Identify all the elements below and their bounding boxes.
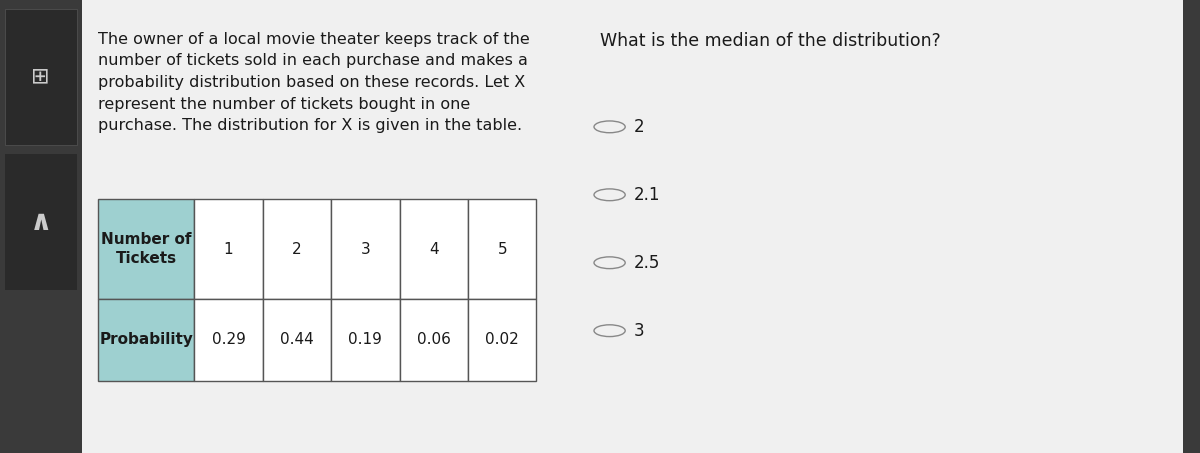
Text: 2.5: 2.5	[634, 254, 660, 272]
FancyBboxPatch shape	[468, 199, 536, 299]
Text: Probability: Probability	[100, 332, 193, 347]
Text: 2: 2	[292, 241, 302, 257]
FancyBboxPatch shape	[400, 299, 468, 381]
Text: 0.19: 0.19	[348, 332, 383, 347]
Text: 1: 1	[223, 241, 234, 257]
Text: 2: 2	[634, 118, 644, 136]
FancyBboxPatch shape	[263, 199, 331, 299]
Text: 3: 3	[634, 322, 644, 340]
Text: ⊞: ⊞	[31, 67, 50, 87]
FancyBboxPatch shape	[5, 154, 77, 290]
Text: Number of
Tickets: Number of Tickets	[101, 232, 192, 266]
Text: 3: 3	[360, 241, 371, 257]
Text: ∧: ∧	[30, 208, 52, 236]
Text: 5: 5	[497, 241, 508, 257]
FancyBboxPatch shape	[331, 299, 400, 381]
FancyBboxPatch shape	[82, 0, 1183, 453]
Text: 0.02: 0.02	[485, 332, 520, 347]
Text: The owner of a local movie theater keeps track of the
number of tickets sold in : The owner of a local movie theater keeps…	[98, 32, 530, 133]
FancyBboxPatch shape	[331, 199, 400, 299]
FancyBboxPatch shape	[400, 199, 468, 299]
FancyBboxPatch shape	[98, 199, 194, 299]
FancyBboxPatch shape	[194, 299, 263, 381]
Text: What is the median of the distribution?: What is the median of the distribution?	[600, 32, 941, 50]
FancyBboxPatch shape	[5, 9, 77, 145]
Text: 4: 4	[428, 241, 439, 257]
Text: 2.1: 2.1	[634, 186, 660, 204]
Text: 0.29: 0.29	[211, 332, 246, 347]
FancyBboxPatch shape	[468, 299, 536, 381]
FancyBboxPatch shape	[98, 299, 194, 381]
FancyBboxPatch shape	[194, 199, 263, 299]
Text: 0.06: 0.06	[416, 332, 451, 347]
Text: 0.44: 0.44	[280, 332, 314, 347]
FancyBboxPatch shape	[0, 0, 82, 453]
FancyBboxPatch shape	[263, 299, 331, 381]
